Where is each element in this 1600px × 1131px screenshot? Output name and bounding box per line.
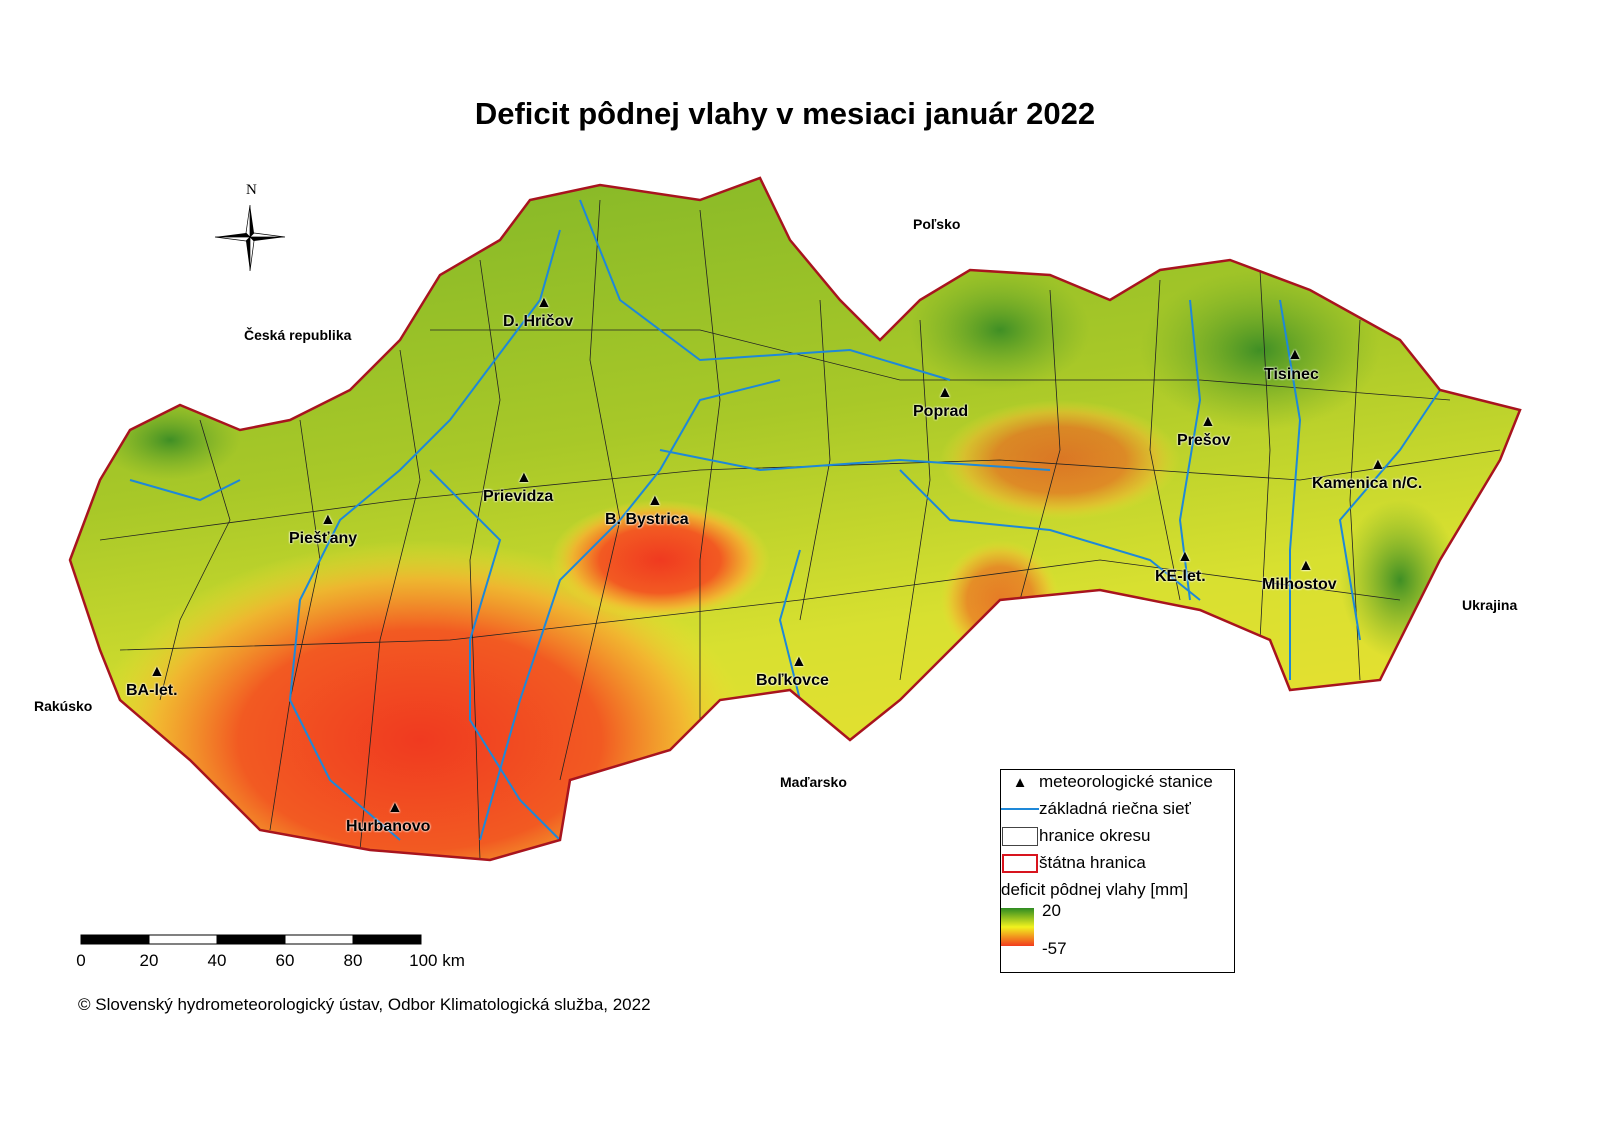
station-triangle-icon: ▲ [1177,548,1193,565]
legend-rivers: základná riečna sieť [1001,797,1191,821]
legend-label: základná riečna sieť [1039,799,1191,818]
scale-bar [80,934,422,945]
triangle-icon: ▲ [1012,773,1028,791]
station-label: Prešov [1177,432,1231,449]
country-austria: Rakúsko [34,698,93,714]
station-label: Milhostov [1262,576,1337,593]
compass-rose-icon [214,204,286,272]
legend-label: meteorologické stanice [1039,772,1213,791]
station-label: Boľkovce [756,672,829,689]
station-label: Kamenica n/C. [1312,475,1423,492]
legend-min: -57 [1042,939,1067,958]
country-poland: Poľsko [913,216,961,232]
color-ramp [1001,908,1034,946]
scale-label: 20 [139,951,159,970]
station-triangle-icon: ▲ [1200,413,1216,430]
rivers [129,199,1441,841]
scale-label: 0 [76,951,86,970]
station-label: KE-let. [1155,568,1206,585]
station-label: Poprad [913,403,969,420]
station-triangle-icon: ▲ [647,492,663,509]
station-label: B. Bystrica [605,511,689,528]
station-triangle-icon: ▲ [937,384,953,401]
river-line-icon [1001,799,1039,819]
station-label: Tisinec [1264,366,1319,383]
station-triangle-icon: ▲ [791,653,807,670]
legend-max: 20 [1042,901,1061,920]
station-triangle-icon: ▲ [516,469,532,486]
legend-label: hranice okresu [1039,826,1151,845]
deficit-raster [70,178,1520,860]
country-hungary: Maďarsko [780,774,847,790]
station-triangle-icon: ▲ [149,663,165,680]
station-label: BA-let. [126,682,178,699]
station-triangle-icon: ▲ [320,511,336,528]
legend-districts: hranice okresu [1001,824,1151,848]
scale-label: 40 [207,951,227,970]
station-label: Prievidza [483,488,554,505]
north-label: N [246,182,257,198]
station-label: D. Hričov [503,313,574,330]
station-triangle-icon: ▲ [536,294,552,311]
station-triangle-icon: ▲ [1287,346,1303,363]
district-box-icon [1001,826,1039,846]
station-triangle-icon: ▲ [1298,557,1314,574]
district-boundaries [99,199,1501,860]
station-label: Hurbanovo [346,818,431,835]
station-triangle-icon: ▲ [387,799,403,816]
country-ukraine: Ukrajina [1462,597,1518,613]
scale-label: 60 [275,951,295,970]
station-label: Piešťany [289,530,358,547]
legend-scale-title: deficit pôdnej vlahy [mm] [1001,880,1189,899]
country-czech: Česká republika [244,327,352,343]
legend: ▲ meteorologické stanice základná riečna… [1000,769,1235,973]
station-triangle-icon: ▲ [1370,456,1386,473]
legend-label: štátna hranica [1039,853,1146,872]
legend-stations: ▲ meteorologické stanice [1001,770,1213,794]
scale-labels: 0 20 40 60 80 100 km [0,951,600,971]
legend-border: štátna hranica [1001,851,1146,875]
copyright: © Slovenský hydrometeorologický ústav, O… [78,995,651,1014]
scale-label: 100 km [409,951,465,970]
map-title: Deficit pôdnej vlahy v mesiaci január 20… [474,96,1096,131]
scale-label: 80 [343,951,363,970]
border-box-icon [1001,853,1039,873]
